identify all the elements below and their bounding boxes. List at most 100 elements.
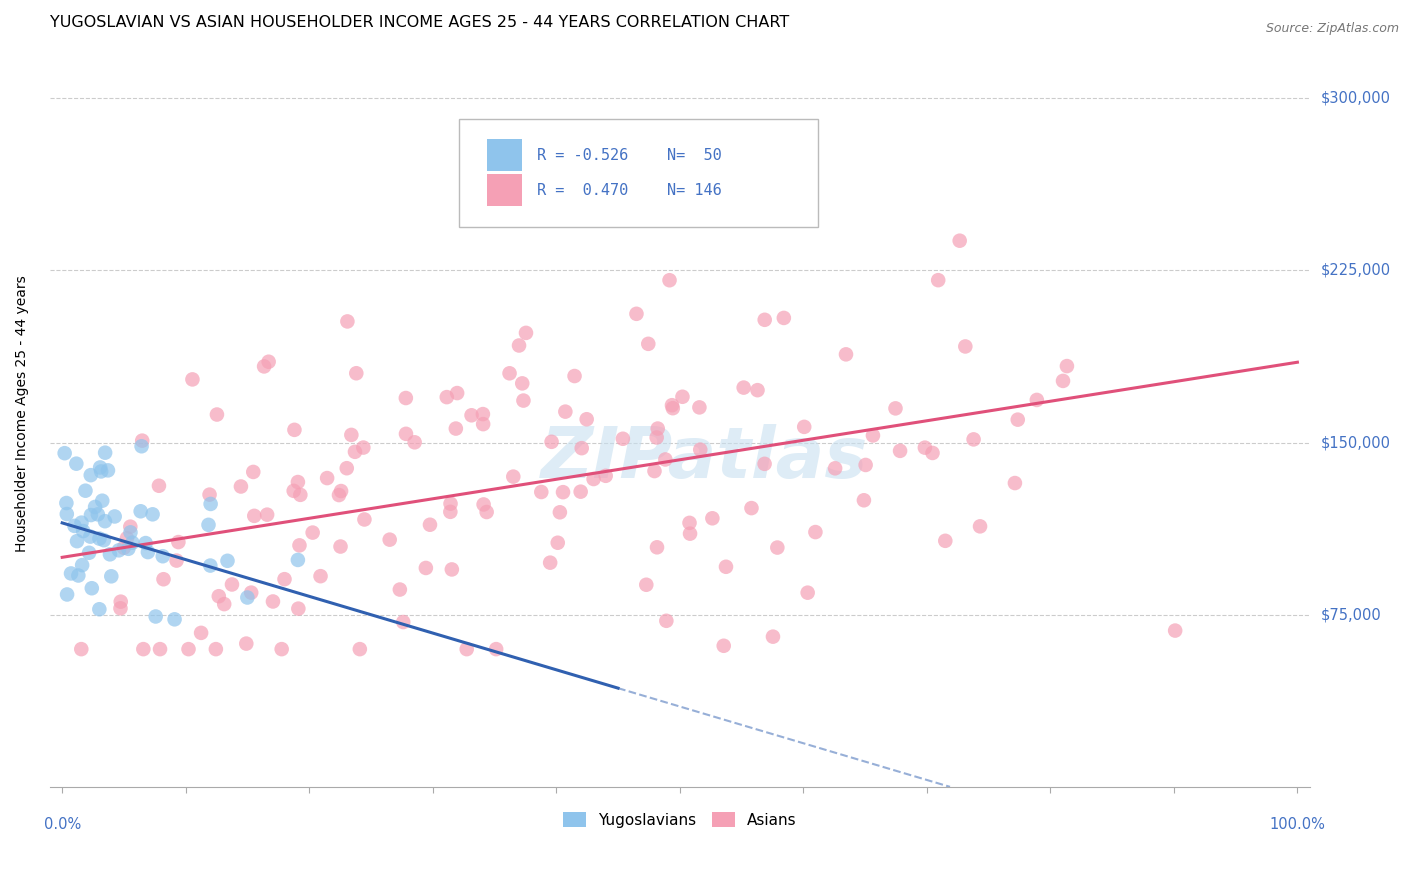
Legend: Yugoslavians, Asians: Yugoslavians, Asians [555,804,804,835]
Asians [283,483,305,498]
Asians [804,524,827,539]
Asians [713,639,735,653]
Asians [689,442,711,457]
Yugoslavians [72,524,94,538]
Asians [120,519,142,533]
Asians [301,525,323,540]
Asians [166,553,188,567]
Asians [288,538,311,552]
Asians [747,383,769,397]
Text: Source: ZipAtlas.com: Source: ZipAtlas.com [1265,22,1399,36]
Yugoslavians [56,507,79,521]
Asians [336,314,359,328]
Yugoslavians [94,514,117,528]
Asians [921,446,943,460]
Asians [714,559,737,574]
Yugoslavians [80,468,103,483]
Asians [515,326,537,340]
Yugoslavians [80,508,103,522]
Asians [149,642,172,657]
Yugoslavians [121,535,143,549]
Text: 0.0%: 0.0% [44,817,80,832]
Yugoslavians [79,530,101,544]
Asians [177,642,200,657]
Asians [538,556,561,570]
Yugoslavians [135,536,157,550]
Asians [270,642,292,657]
Asians [1052,374,1074,388]
Asians [927,273,949,287]
Yugoslavians [142,508,165,522]
Yugoslavians [80,581,103,595]
Yugoslavians [98,547,121,561]
Asians [485,642,508,657]
Yugoslavians [129,504,152,518]
Text: ZIPatlas: ZIPatlas [541,424,869,493]
Asians [626,307,648,321]
Asians [655,614,678,628]
Asians [344,366,367,380]
Asians [340,428,363,442]
Asians [569,484,592,499]
Asians [439,497,461,511]
Yugoslavians [236,591,259,605]
Asians [446,386,468,401]
Asians [287,475,309,489]
Yugoslavians [70,516,93,530]
Asians [471,407,494,421]
Asians [793,420,815,434]
Yugoslavians [53,446,76,460]
Asians [436,390,458,404]
Asians [658,273,681,287]
Yugoslavians [200,497,222,511]
Yugoslavians [87,508,110,522]
Asians [575,412,598,426]
Asians [212,597,235,611]
Yugoslavians [200,558,222,573]
Asians [661,398,683,412]
Asians [702,511,724,525]
Asians [287,601,309,615]
Asians [688,401,710,415]
Asians [404,435,426,450]
Asians [548,505,571,519]
Asians [547,535,569,549]
Asians [678,516,700,530]
Asians [256,508,278,522]
Yugoslavians [89,532,111,546]
Yugoslavians [89,460,111,475]
Yugoslavians [100,569,122,583]
Asians [564,369,586,384]
Text: 100.0%: 100.0% [1270,817,1326,832]
Asians [643,464,665,478]
Asians [740,501,762,516]
Text: $150,000: $150,000 [1320,435,1391,450]
Asians [131,434,153,448]
Asians [1025,392,1047,407]
Asians [273,572,295,586]
Asians [205,408,228,422]
Yugoslavians [163,612,186,626]
Asians [456,642,478,657]
Asians [240,585,263,599]
Asians [336,461,359,475]
Asians [647,421,669,435]
Yugoslavians [77,546,100,560]
Asians [754,313,776,327]
Asians [962,433,984,447]
Asians [110,595,132,609]
Asians [352,441,374,455]
Asians [612,432,634,446]
Y-axis label: Householder Income Ages 25 - 44 years: Householder Income Ages 25 - 44 years [15,276,30,552]
Asians [571,441,593,455]
Yugoslavians [60,566,83,581]
Asians [510,376,533,391]
Yugoslavians [93,533,115,548]
Asians [475,505,498,519]
Asians [498,366,520,380]
Asians [502,469,524,483]
Asians [208,589,231,603]
Asians [328,488,350,502]
Asians [824,461,846,475]
Asians [330,484,353,499]
